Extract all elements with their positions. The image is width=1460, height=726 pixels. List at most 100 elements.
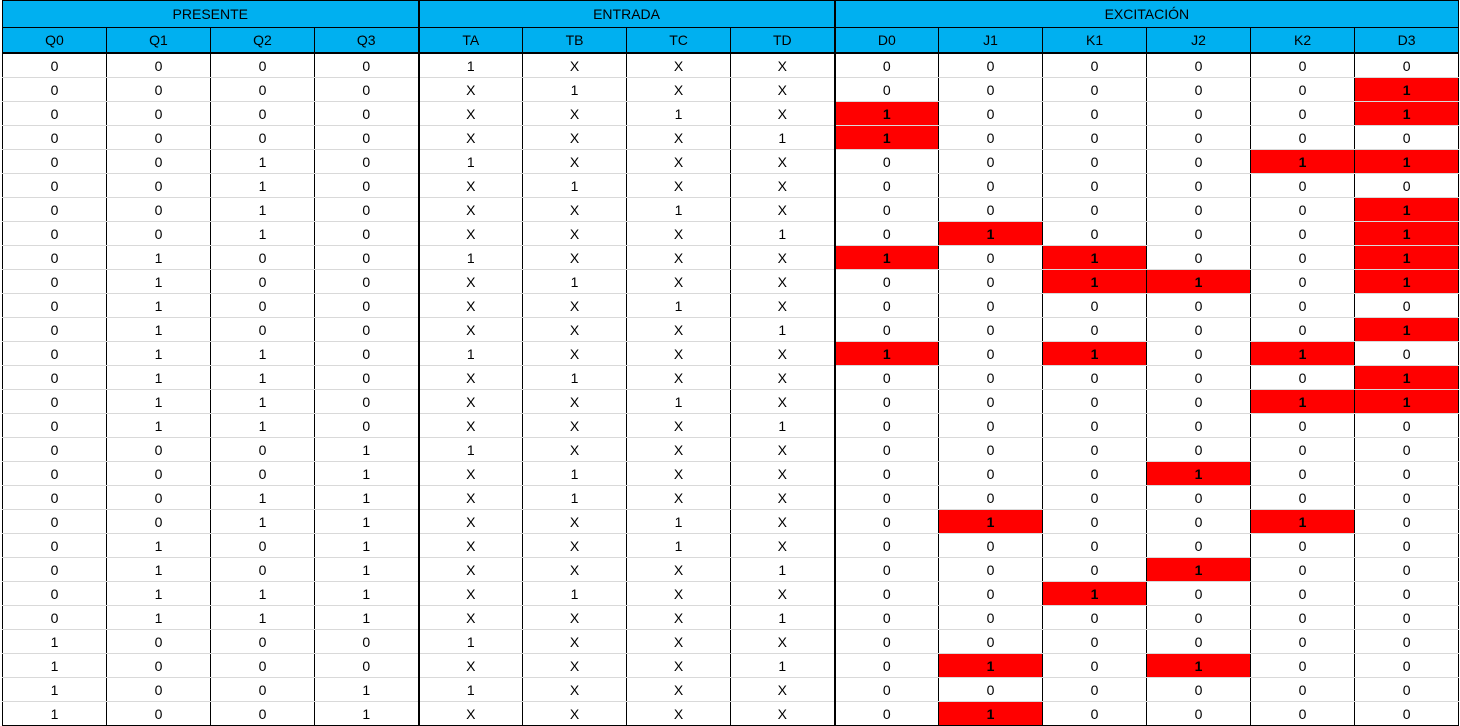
cell-d0[interactable]: 0 xyxy=(834,413,940,438)
cell-tb[interactable]: X xyxy=(522,605,628,630)
cell-k2[interactable]: 0 xyxy=(1250,437,1356,462)
cell-q3[interactable]: 0 xyxy=(313,77,420,102)
cell-td[interactable]: 1 xyxy=(730,125,836,150)
cell-q2[interactable]: 1 xyxy=(210,365,315,390)
cell-q2[interactable]: 0 xyxy=(210,293,315,318)
cell-tc[interactable]: X xyxy=(626,413,732,438)
cell-d3[interactable]: 1 xyxy=(1354,77,1460,102)
cell-q2[interactable]: 1 xyxy=(210,581,315,606)
cell-j2[interactable]: 0 xyxy=(1146,509,1252,534)
cell-q2[interactable]: 1 xyxy=(210,197,315,222)
cell-q3[interactable]: 0 xyxy=(313,293,420,318)
cell-td[interactable]: 1 xyxy=(730,413,836,438)
cell-q3[interactable]: 0 xyxy=(313,173,420,198)
cell-ta[interactable]: X xyxy=(418,557,524,582)
cell-tc[interactable]: X xyxy=(626,485,732,510)
cell-k1[interactable]: 0 xyxy=(1042,149,1148,174)
cell-d3[interactable]: 1 xyxy=(1354,149,1460,174)
cell-ta[interactable]: X xyxy=(418,365,524,390)
cell-q0[interactable]: 0 xyxy=(2,485,107,510)
cell-j2[interactable]: 0 xyxy=(1146,629,1252,654)
cell-ta[interactable]: X xyxy=(418,77,524,102)
cell-k1[interactable]: 0 xyxy=(1042,293,1148,318)
cell-q0[interactable]: 0 xyxy=(2,53,107,78)
cell-q0[interactable]: 1 xyxy=(2,677,107,702)
cell-ta[interactable]: X xyxy=(418,533,524,558)
cell-k2[interactable]: 0 xyxy=(1250,629,1356,654)
cell-q2[interactable]: 0 xyxy=(210,317,315,342)
cell-td[interactable]: X xyxy=(730,293,836,318)
cell-td[interactable]: X xyxy=(730,365,836,390)
cell-ta[interactable]: X xyxy=(418,413,524,438)
cell-k2[interactable]: 0 xyxy=(1250,533,1356,558)
cell-tb[interactable]: X xyxy=(522,677,628,702)
cell-q0[interactable]: 0 xyxy=(2,533,107,558)
cell-tb[interactable]: 1 xyxy=(522,77,628,102)
cell-q0[interactable]: 0 xyxy=(2,605,107,630)
cell-d0[interactable]: 0 xyxy=(834,461,940,486)
cell-d3[interactable]: 0 xyxy=(1354,677,1460,702)
cell-q0[interactable]: 0 xyxy=(2,125,107,150)
cell-q3[interactable]: 0 xyxy=(313,269,420,294)
cell-k2[interactable]: 0 xyxy=(1250,245,1356,270)
cell-d3[interactable]: 0 xyxy=(1354,413,1460,438)
cell-tb[interactable]: X xyxy=(522,413,628,438)
cell-d3[interactable]: 1 xyxy=(1354,197,1460,222)
cell-q0[interactable]: 0 xyxy=(2,317,107,342)
cell-tb[interactable]: X xyxy=(522,197,628,222)
cell-d3[interactable]: 1 xyxy=(1354,269,1460,294)
cell-td[interactable]: X xyxy=(730,197,836,222)
cell-tb[interactable]: X xyxy=(522,533,628,558)
cell-q3[interactable]: 0 xyxy=(313,101,420,126)
cell-q3[interactable]: 1 xyxy=(313,509,420,534)
cell-tb[interactable]: X xyxy=(522,293,628,318)
cell-j1[interactable]: 0 xyxy=(938,677,1044,702)
cell-tc[interactable]: X xyxy=(626,269,732,294)
cell-q1[interactable]: 0 xyxy=(106,629,211,654)
cell-d0[interactable]: 1 xyxy=(834,101,940,126)
cell-q2[interactable]: 0 xyxy=(210,701,315,726)
cell-tb[interactable]: X xyxy=(522,101,628,126)
cell-q2[interactable]: 1 xyxy=(210,389,315,414)
cell-q1[interactable]: 0 xyxy=(106,221,211,246)
cell-q1[interactable]: 1 xyxy=(106,317,211,342)
cell-q1[interactable]: 0 xyxy=(106,101,211,126)
cell-j1[interactable]: 0 xyxy=(938,605,1044,630)
cell-d0[interactable]: 0 xyxy=(834,149,940,174)
cell-k2[interactable]: 0 xyxy=(1250,485,1356,510)
cell-j1[interactable]: 1 xyxy=(938,653,1044,678)
cell-q2[interactable]: 0 xyxy=(210,53,315,78)
cell-k2[interactable]: 0 xyxy=(1250,77,1356,102)
cell-q0[interactable]: 0 xyxy=(2,461,107,486)
cell-d0[interactable]: 1 xyxy=(834,245,940,270)
cell-j2[interactable]: 0 xyxy=(1146,293,1252,318)
cell-j2[interactable]: 0 xyxy=(1146,77,1252,102)
cell-q2[interactable]: 0 xyxy=(210,533,315,558)
cell-q0[interactable]: 0 xyxy=(2,269,107,294)
cell-tb[interactable]: X xyxy=(522,53,628,78)
cell-tb[interactable]: X xyxy=(522,437,628,462)
cell-j1[interactable]: 0 xyxy=(938,173,1044,198)
cell-k1[interactable]: 1 xyxy=(1042,245,1148,270)
cell-q3[interactable]: 1 xyxy=(313,557,420,582)
cell-q0[interactable]: 0 xyxy=(2,197,107,222)
cell-ta[interactable]: X xyxy=(418,197,524,222)
cell-q1[interactable]: 0 xyxy=(106,653,211,678)
cell-j2[interactable]: 0 xyxy=(1146,317,1252,342)
cell-q3[interactable]: 1 xyxy=(313,605,420,630)
cell-td[interactable]: X xyxy=(730,245,836,270)
cell-tb[interactable]: X xyxy=(522,317,628,342)
cell-d3[interactable]: 0 xyxy=(1354,485,1460,510)
cell-tc[interactable]: X xyxy=(626,581,732,606)
cell-td[interactable]: X xyxy=(730,581,836,606)
cell-k1[interactable]: 0 xyxy=(1042,365,1148,390)
cell-j2[interactable]: 0 xyxy=(1146,101,1252,126)
cell-q1[interactable]: 1 xyxy=(106,557,211,582)
cell-j2[interactable]: 0 xyxy=(1146,53,1252,78)
cell-q0[interactable]: 0 xyxy=(2,341,107,366)
cell-d0[interactable]: 0 xyxy=(834,365,940,390)
cell-tb[interactable]: 1 xyxy=(522,581,628,606)
cell-k2[interactable]: 0 xyxy=(1250,413,1356,438)
cell-q0[interactable]: 0 xyxy=(2,413,107,438)
cell-ta[interactable]: 1 xyxy=(418,53,524,78)
